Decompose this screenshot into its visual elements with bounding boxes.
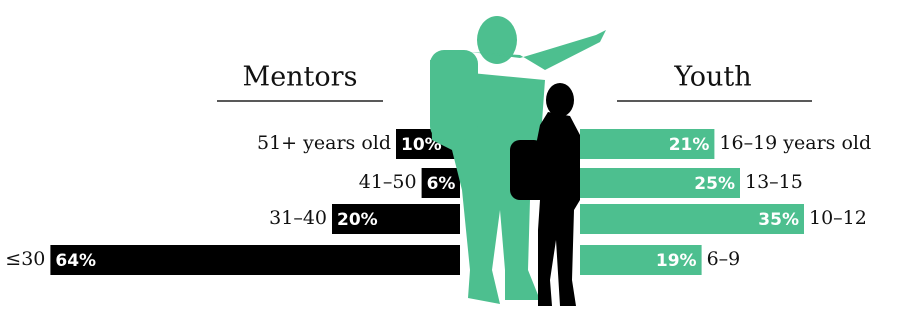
category-label: 6–9 [707,248,741,270]
value-label: 21% [669,135,710,155]
value-label: 25% [694,174,735,194]
category-label: 16–19 years old [719,132,871,154]
value-label: 20% [337,210,378,230]
group-title: Youth [673,62,751,93]
value-label: 64% [55,251,96,271]
bar [50,245,460,275]
category-label: ≤30 [5,248,45,270]
bars: 10%51+ years old6%41–5020%31–4064%≤3021%… [5,129,871,275]
category-label: 10–12 [809,207,867,229]
value-label: 19% [656,251,697,271]
value-label: 35% [758,210,799,230]
chart: 10%51+ years old6%41–5020%31–4064%≤3021%… [0,0,917,316]
group-title: Mentors [243,62,358,93]
category-label: 13–15 [745,171,803,193]
category-label: 51+ years old [257,132,391,154]
category-label: 31–40 [269,207,327,229]
value-label: 6% [427,174,456,194]
category-label: 41–50 [359,171,417,193]
